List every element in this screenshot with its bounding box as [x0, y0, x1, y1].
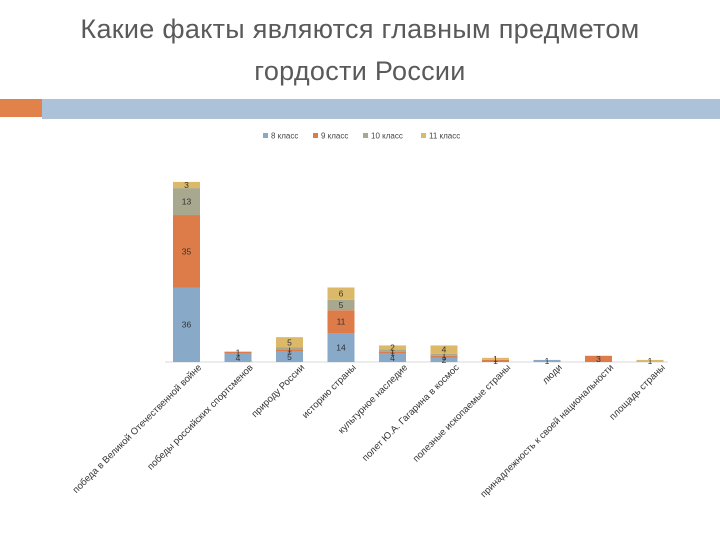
data-label: 2 — [390, 343, 395, 353]
data-label: 5 — [339, 300, 344, 310]
bar-segment — [173, 215, 200, 288]
decorative-orange-bar — [0, 99, 42, 117]
data-label: 6 — [339, 289, 344, 299]
category-label: победы российских спортсменов — [145, 362, 255, 472]
decorative-blue-bar — [42, 99, 720, 117]
legend-label: 8 класс — [271, 132, 298, 141]
bar-segment — [276, 347, 303, 350]
bar-segment — [482, 359, 509, 362]
data-label: 4 — [390, 353, 395, 363]
bar-segment — [173, 188, 200, 216]
data-label: 1 — [390, 346, 395, 356]
legend-label: 10 класс — [371, 132, 403, 141]
bar-segment — [224, 351, 252, 354]
category-label: полет Ю.А. Гагарина в космос — [360, 362, 462, 464]
category-label: площадь страны — [607, 362, 667, 422]
data-label: 4 — [236, 353, 241, 363]
bar-segment — [533, 359, 561, 362]
bar-segment — [327, 333, 355, 362]
data-label: 4 — [442, 345, 447, 355]
data-label: 1 — [287, 344, 292, 354]
bar-segment — [585, 355, 612, 362]
category-label: люди — [540, 362, 564, 386]
data-label: 13 — [182, 197, 192, 207]
data-label: 1 — [287, 346, 292, 356]
bar-segment — [379, 353, 406, 362]
data-label: 5 — [287, 337, 292, 347]
bar-segment — [379, 349, 406, 352]
bar-segment — [482, 357, 509, 360]
bar-segment — [224, 353, 252, 362]
legend-swatch — [313, 133, 318, 138]
data-label: 1 — [545, 356, 550, 366]
bar-segment — [379, 345, 406, 350]
data-label: 1 — [648, 356, 653, 366]
data-label: 3 — [596, 354, 601, 364]
data-label: 1 — [493, 356, 498, 366]
slide-title: Какие факты являются главным предметом г… — [30, 8, 690, 92]
bar-segment — [430, 357, 458, 362]
slide-title-line-2: гордости России — [254, 56, 466, 86]
category-label: природу России — [250, 362, 308, 420]
bar-segment — [430, 355, 458, 358]
data-label: 36 — [182, 320, 192, 330]
bar-segment — [327, 299, 355, 311]
slide-title-line-1: Какие факты являются главным предметом — [80, 14, 640, 44]
bar-segment — [430, 345, 458, 354]
data-label: 14 — [336, 343, 346, 353]
bar-segment — [276, 337, 303, 348]
legend-label: 11 класс — [429, 132, 460, 141]
bar-segment — [276, 351, 303, 362]
data-label: 1 — [236, 348, 241, 358]
bar-segment — [379, 351, 406, 354]
bar-segment — [327, 310, 355, 334]
data-label: 3 — [184, 180, 189, 190]
legend-swatch — [421, 133, 426, 138]
bar-segment — [173, 181, 200, 189]
data-label: 5 — [287, 352, 292, 362]
bar-segment — [276, 349, 303, 352]
bar-segment — [173, 287, 200, 362]
bar-segment — [430, 353, 458, 356]
category-label: историю страны — [300, 362, 359, 421]
data-label: 11 — [337, 317, 346, 327]
data-label: 2 — [442, 355, 447, 365]
data-label: 1 — [442, 352, 447, 362]
legend-swatch — [363, 133, 368, 138]
data-label: 1 — [442, 350, 447, 360]
legend-label: 9 класс — [321, 132, 348, 141]
decorative-blue-line — [42, 117, 720, 119]
data-label: 35 — [182, 246, 192, 256]
bar-segment — [327, 287, 355, 300]
legend-swatch — [263, 133, 268, 138]
category-label: полезные ископаемые страны — [411, 362, 513, 464]
data-label: 1 — [493, 354, 498, 364]
bar-segment — [636, 359, 664, 362]
data-label: 1 — [390, 348, 395, 358]
